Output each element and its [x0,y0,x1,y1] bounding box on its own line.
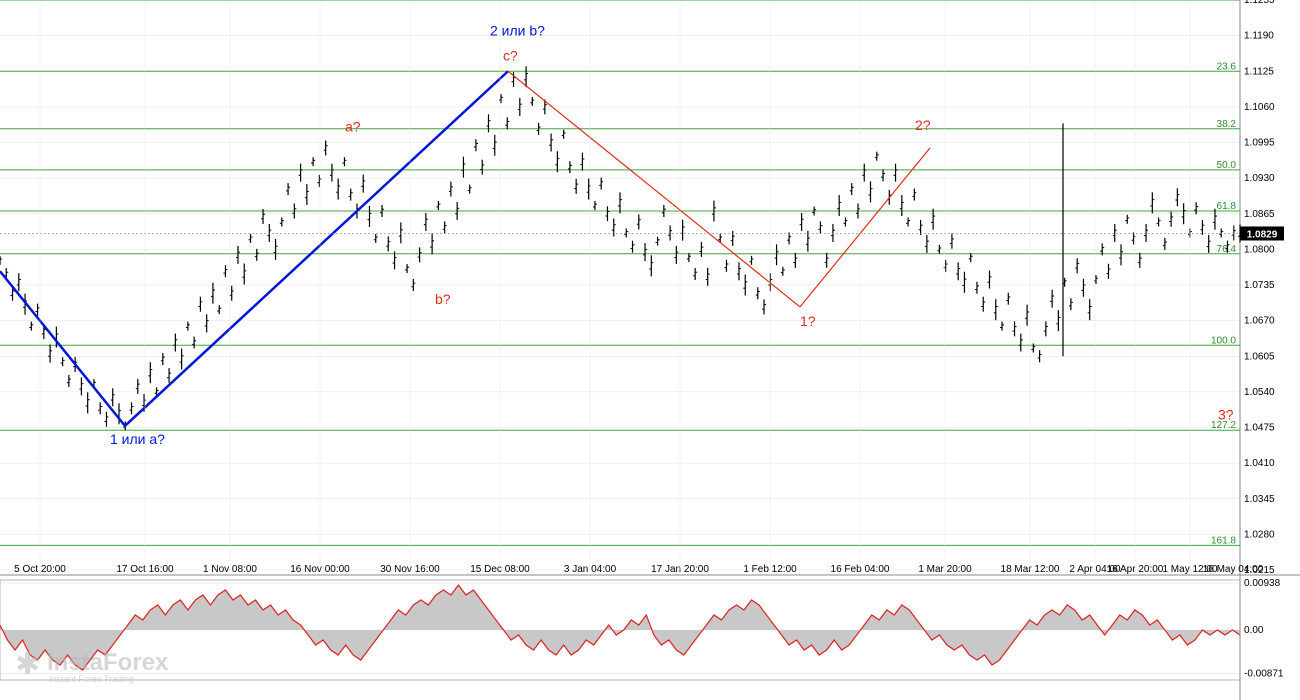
x-tick-label: 15 Dec 08:00 [470,564,530,575]
watermark-main: InstaForex [47,649,169,676]
fib-label: 161.8 [1211,535,1236,546]
chart-svg: 1.02151.02801.03451.04101.04751.05401.06… [0,0,1300,700]
y-tick-label: 1.0280 [1244,529,1275,540]
fib-label: 61.8 [1217,201,1237,212]
y-tick-label: 1.1190 [1244,31,1274,42]
wave-label: 1 или a? [110,431,165,447]
y-tick-label: 1.0865 [1244,209,1275,220]
wave-label: 2 или b? [490,23,545,39]
wave-label: b? [435,291,451,307]
wave-label: c? [503,47,518,63]
wave-label: 2? [915,117,931,133]
wave-label: 3? [1218,406,1234,422]
x-tick-label: 16 Nov 00:00 [290,564,350,575]
x-tick-label: 1 Mar 20:00 [918,564,972,575]
x-tick-label: 16 May 04:00 [1203,564,1264,575]
fib-label: 50.0 [1217,160,1237,171]
y-tick-label: 1.0800 [1244,244,1275,255]
fib-label: 100.0 [1211,335,1236,346]
fib-label: 23.6 [1217,61,1237,72]
y-tick-label: 1.0735 [1244,280,1275,291]
y-tick-label: 1.0345 [1244,494,1275,505]
x-tick-label: 17 Oct 16:00 [116,564,174,575]
fib-label: 38.2 [1217,119,1237,130]
y-tick-label: 1.0930 [1244,173,1275,184]
x-tick-label: 17 Jan 20:00 [651,564,709,575]
y-tick-label: 1.0670 [1244,316,1275,327]
x-tick-label: 1 Nov 08:00 [203,564,257,575]
x-tick-label: 18 Mar 12:00 [1001,564,1060,575]
y-tick-label: 1.0540 [1244,387,1275,398]
y-tick-label: 1.0605 [1244,351,1275,362]
x-tick-label: 1 Feb 12:00 [743,564,797,575]
wave-label: a? [345,119,361,135]
y-tick-label: 1.1125 [1244,66,1274,77]
fib-label: 0.0 [1222,0,1236,1]
chart-root: 1.02151.02801.03451.04101.04751.05401.06… [0,0,1300,700]
current-price-text: 1.0829 [1247,229,1278,240]
y-tick-label: 1.1255 [1244,0,1275,6]
x-tick-label: 16 Feb 04:00 [831,564,890,575]
x-tick-label: 16 Apr 20:00 [1107,564,1164,575]
x-tick-label: 3 Jan 04:00 [564,564,617,575]
x-tick-label: 5 Oct 20:00 [14,564,66,575]
watermark-sub: Instant Forex Trading [49,674,134,684]
y-tick-label: 1.0475 [1244,423,1275,434]
fib-label: 76.4 [1217,244,1237,255]
osc-tick-label: 0.00938 [1244,578,1281,589]
osc-tick-label: 0.00 [1244,625,1264,636]
osc-tick-label: -0.00871 [1244,669,1284,680]
y-tick-label: 1.0995 [1244,138,1275,149]
gear-icon: ✱ [15,648,40,681]
y-tick-label: 1.0410 [1244,458,1275,469]
x-tick-label: 30 Nov 16:00 [380,564,440,575]
y-tick-label: 1.1060 [1244,102,1275,113]
wave-label: 1? [800,313,816,329]
